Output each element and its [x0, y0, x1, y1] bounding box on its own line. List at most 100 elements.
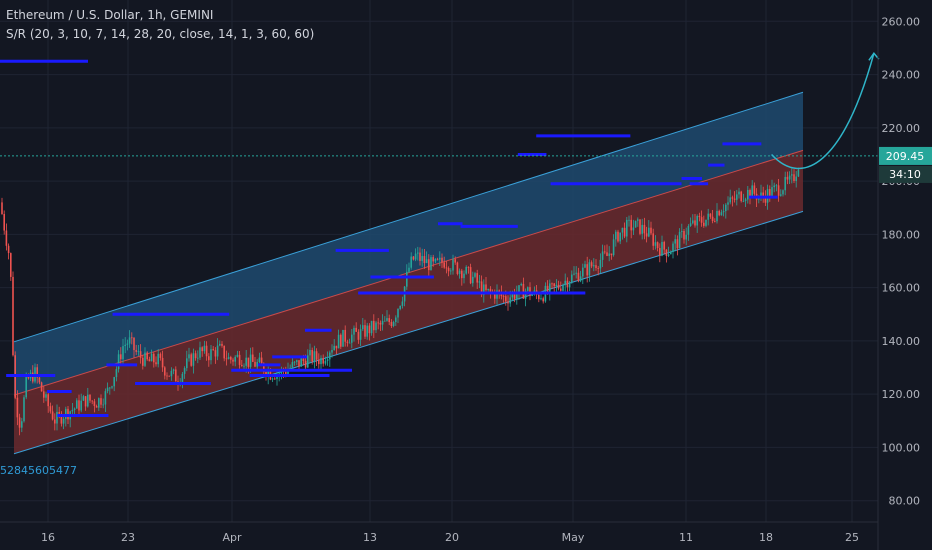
candle-body [399, 305, 401, 310]
candle-body [192, 353, 195, 366]
candle-body [696, 215, 698, 226]
candle-body [738, 191, 740, 195]
candle-body [439, 257, 441, 260]
candle-body [322, 358, 324, 364]
candle-body [133, 337, 135, 351]
candle-body [498, 290, 500, 292]
candle-body [249, 354, 252, 367]
candle-body [256, 362, 258, 367]
candle-body [749, 190, 751, 198]
candle-body [18, 417, 21, 428]
candle-body [355, 327, 357, 332]
candle-body [150, 353, 153, 362]
candle-body [674, 239, 676, 244]
candle-body [538, 294, 540, 300]
candle-body [637, 219, 639, 221]
candle-body [199, 347, 201, 358]
candle-body [678, 231, 681, 249]
candle-body [771, 187, 773, 197]
candle-body [359, 329, 362, 340]
candle-body [87, 394, 89, 407]
candle-body [465, 266, 467, 274]
candle-body [296, 360, 298, 362]
candle-body [168, 375, 170, 377]
candle-body [760, 192, 762, 197]
candle-body [540, 298, 542, 300]
candle-body [410, 256, 412, 268]
y-tick-label: 180.00 [882, 228, 921, 241]
candle-body [568, 282, 571, 288]
candle-body [205, 345, 208, 357]
candle-body [505, 296, 507, 302]
x-tick-label: May [562, 531, 585, 544]
candle-body [718, 210, 720, 216]
candle-body [784, 176, 786, 191]
candle-body [782, 190, 784, 195]
candle-body [474, 273, 476, 277]
candle-body [166, 375, 168, 377]
candle-body [223, 345, 225, 359]
channel-upper-line [13, 91, 804, 343]
candle-body [10, 253, 12, 277]
candle-body [648, 227, 650, 237]
candle-body [716, 210, 718, 222]
candle-body [518, 285, 520, 294]
candle-body [467, 266, 470, 268]
candle-body [753, 185, 756, 194]
candle-body [445, 267, 448, 269]
candle-body [656, 242, 659, 249]
candle-body [43, 391, 45, 398]
candle-body [186, 358, 188, 369]
candle-body [7, 245, 10, 254]
price-badge-value: 209.45 [886, 150, 925, 163]
candle-body [564, 280, 566, 286]
x-tick-label: Apr [222, 531, 242, 544]
y-tick-label: 260.00 [882, 15, 921, 28]
candle-body [155, 362, 157, 365]
candle-body [126, 343, 129, 345]
countdown-badge [879, 165, 932, 183]
candle-body [71, 409, 74, 412]
candle-body [100, 398, 102, 405]
candle-body [25, 376, 27, 398]
candle-body [56, 411, 58, 424]
y-tick-label: 160.00 [882, 282, 921, 295]
candle-body [263, 363, 265, 372]
candle-body [720, 212, 723, 216]
candle-body [3, 214, 5, 231]
candle-body [252, 354, 254, 362]
y-tick-label: 140.00 [882, 335, 921, 348]
candle-body [513, 292, 516, 299]
candle-body [384, 320, 386, 322]
indicator-label: S/R (20, 3, 10, 7, 14, 28, 20, close, 14… [6, 27, 315, 41]
candle-body [733, 198, 736, 200]
countdown-value: 34:10 [889, 168, 921, 181]
candle-body [689, 223, 692, 227]
candle-body [454, 259, 456, 263]
candle-body [414, 253, 417, 260]
projection-arrowhead [868, 52, 880, 61]
candle-body [32, 372, 34, 382]
candle-body [287, 369, 289, 374]
candle-body [608, 253, 610, 256]
candle-body [197, 357, 199, 359]
candle-body [676, 239, 679, 249]
candle-body [340, 334, 342, 347]
candle-body [458, 270, 461, 274]
candle-body [164, 367, 166, 376]
candle-body [60, 413, 63, 424]
candle-body [285, 371, 287, 374]
candle-body [313, 351, 316, 362]
candle-body [590, 262, 593, 267]
candle-body [161, 357, 164, 368]
candle-body [236, 354, 239, 357]
candle-body [113, 377, 115, 387]
candle-body [232, 359, 234, 362]
candle-body [573, 273, 575, 275]
channel-lower-zone [14, 150, 803, 454]
candle-body [247, 357, 250, 367]
y-tick-label: 120.00 [882, 388, 921, 401]
candle-body [705, 219, 707, 226]
candle-body [45, 394, 47, 398]
